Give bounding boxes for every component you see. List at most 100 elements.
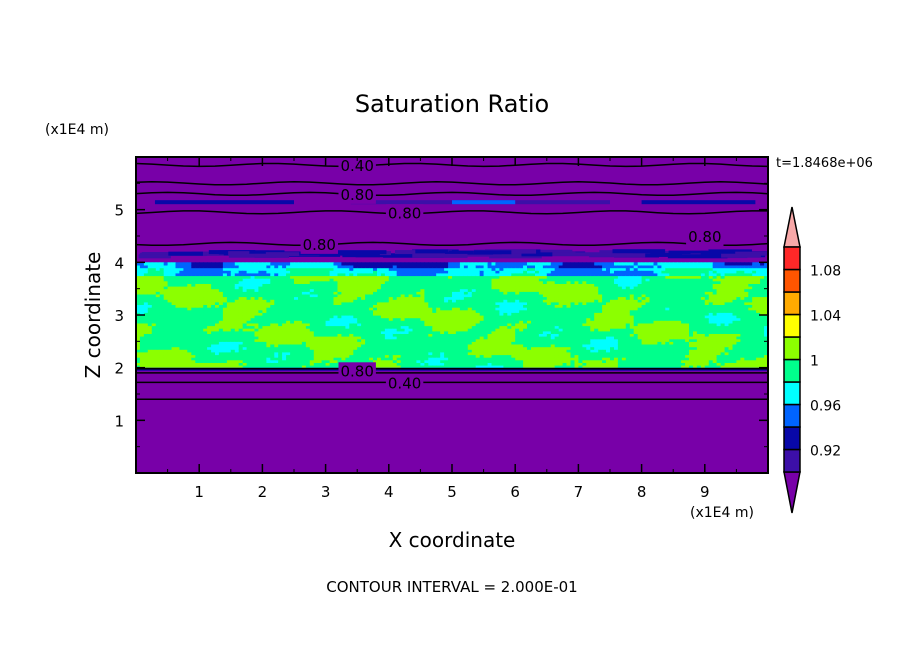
- contour-cell: [388, 312, 394, 316]
- contour-cell: [582, 299, 587, 303]
- contour-cell: [578, 357, 583, 361]
- contour-cell: [574, 299, 579, 303]
- contour-cell: [139, 280, 145, 284]
- contour-cell: [535, 330, 540, 334]
- contour-cell: [147, 278, 153, 282]
- contour-cell: [511, 293, 516, 298]
- contour-cell: [187, 288, 192, 292]
- contour-cell: [459, 272, 465, 277]
- contour-cell: [266, 315, 271, 319]
- contour-cell: [329, 265, 335, 269]
- contour-cell: [167, 315, 173, 319]
- contour-cell: [341, 344, 346, 348]
- contour-cell: [155, 280, 161, 284]
- contour-cell: [610, 283, 615, 287]
- contour-cell: [361, 336, 366, 340]
- contour-cell: [428, 330, 433, 334]
- contour-cell: [258, 296, 263, 300]
- contour-cell: [392, 354, 398, 358]
- contour-cell: [586, 341, 591, 345]
- contour-cell: [179, 359, 184, 363]
- contour-cell: [175, 267, 180, 271]
- contour-cell: [542, 262, 548, 266]
- contour-cell: [428, 286, 433, 290]
- contour-cell: [538, 357, 544, 361]
- contour-cell: [570, 278, 575, 282]
- contour-cell: [566, 286, 571, 290]
- contour-cell: [535, 270, 540, 274]
- contour-cell: [578, 280, 583, 284]
- contour-cell: [258, 328, 263, 332]
- contour-cell: [305, 301, 311, 305]
- contour-cell: [475, 315, 481, 319]
- contour-cell: [317, 288, 323, 292]
- contour-cell: [515, 328, 520, 332]
- contour-cell: [479, 365, 485, 369]
- contour-cell: [570, 354, 575, 358]
- contour-cell: [550, 338, 556, 342]
- contour-cell: [250, 307, 256, 311]
- contour-cell: [558, 291, 564, 295]
- contour-cell: [558, 272, 564, 277]
- contour-cell: [527, 299, 532, 303]
- contour-cell: [309, 296, 315, 300]
- contour-cell: [309, 354, 315, 358]
- contour-cell: [238, 288, 244, 292]
- contour-cell: [151, 320, 157, 324]
- contour-cell: [562, 320, 568, 324]
- contour-cell: [242, 349, 248, 353]
- contour-cell: [562, 336, 568, 340]
- contour-cell: [570, 322, 575, 327]
- contour-cell: [345, 296, 350, 300]
- contour-cell: [542, 278, 548, 282]
- contour-cell: [463, 299, 469, 303]
- contour-cell: [218, 283, 224, 287]
- contour-cell: [262, 275, 267, 279]
- contour-cell: [625, 330, 631, 334]
- contour-cell: [614, 272, 619, 277]
- contour-cell: [475, 309, 481, 313]
- contour-cell: [333, 296, 338, 300]
- contour-cell: [155, 365, 161, 369]
- contour-cell: [242, 362, 248, 366]
- contour-cell: [290, 312, 295, 316]
- contour-cell: [167, 349, 173, 353]
- contour-cell: [491, 267, 496, 271]
- contour-cell: [282, 307, 287, 311]
- contour-cell: [487, 359, 493, 363]
- contour-cell: [491, 307, 496, 311]
- contour-cell: [550, 312, 556, 316]
- contour-cell: [380, 299, 386, 303]
- contour-cell: [353, 349, 358, 353]
- contour-cell: [155, 309, 161, 313]
- contour-cell: [404, 317, 410, 321]
- contour-cell: [519, 338, 524, 342]
- contour-cell: [471, 328, 477, 332]
- contour-cell: [147, 293, 153, 298]
- contour-cell: [380, 283, 386, 287]
- contour-cell: [305, 346, 311, 350]
- contour-cell: [566, 307, 571, 311]
- contour-cell: [495, 307, 500, 311]
- contour-cell: [625, 288, 631, 292]
- contour-cell: [412, 349, 417, 353]
- contour-cell: [523, 365, 528, 369]
- contour-cell: [301, 333, 307, 337]
- contour-cell: [191, 293, 196, 298]
- contour-cell: [463, 301, 469, 305]
- contour-cell: [155, 320, 161, 324]
- contour-cell: [258, 267, 263, 271]
- contour-cell: [325, 293, 331, 298]
- contour-cell: [321, 275, 327, 279]
- contour-cell: [444, 330, 449, 334]
- contour-cell: [163, 346, 169, 350]
- contour-cell: [384, 265, 390, 269]
- contour-cell: [602, 267, 607, 271]
- contour-cell: [448, 291, 453, 295]
- contour-cell: [594, 346, 599, 350]
- contour-cell: [448, 304, 453, 308]
- contour-cell: [333, 278, 338, 282]
- contour-cell: [246, 280, 252, 284]
- contour-cell: [377, 307, 382, 311]
- contour-cell: [400, 262, 406, 266]
